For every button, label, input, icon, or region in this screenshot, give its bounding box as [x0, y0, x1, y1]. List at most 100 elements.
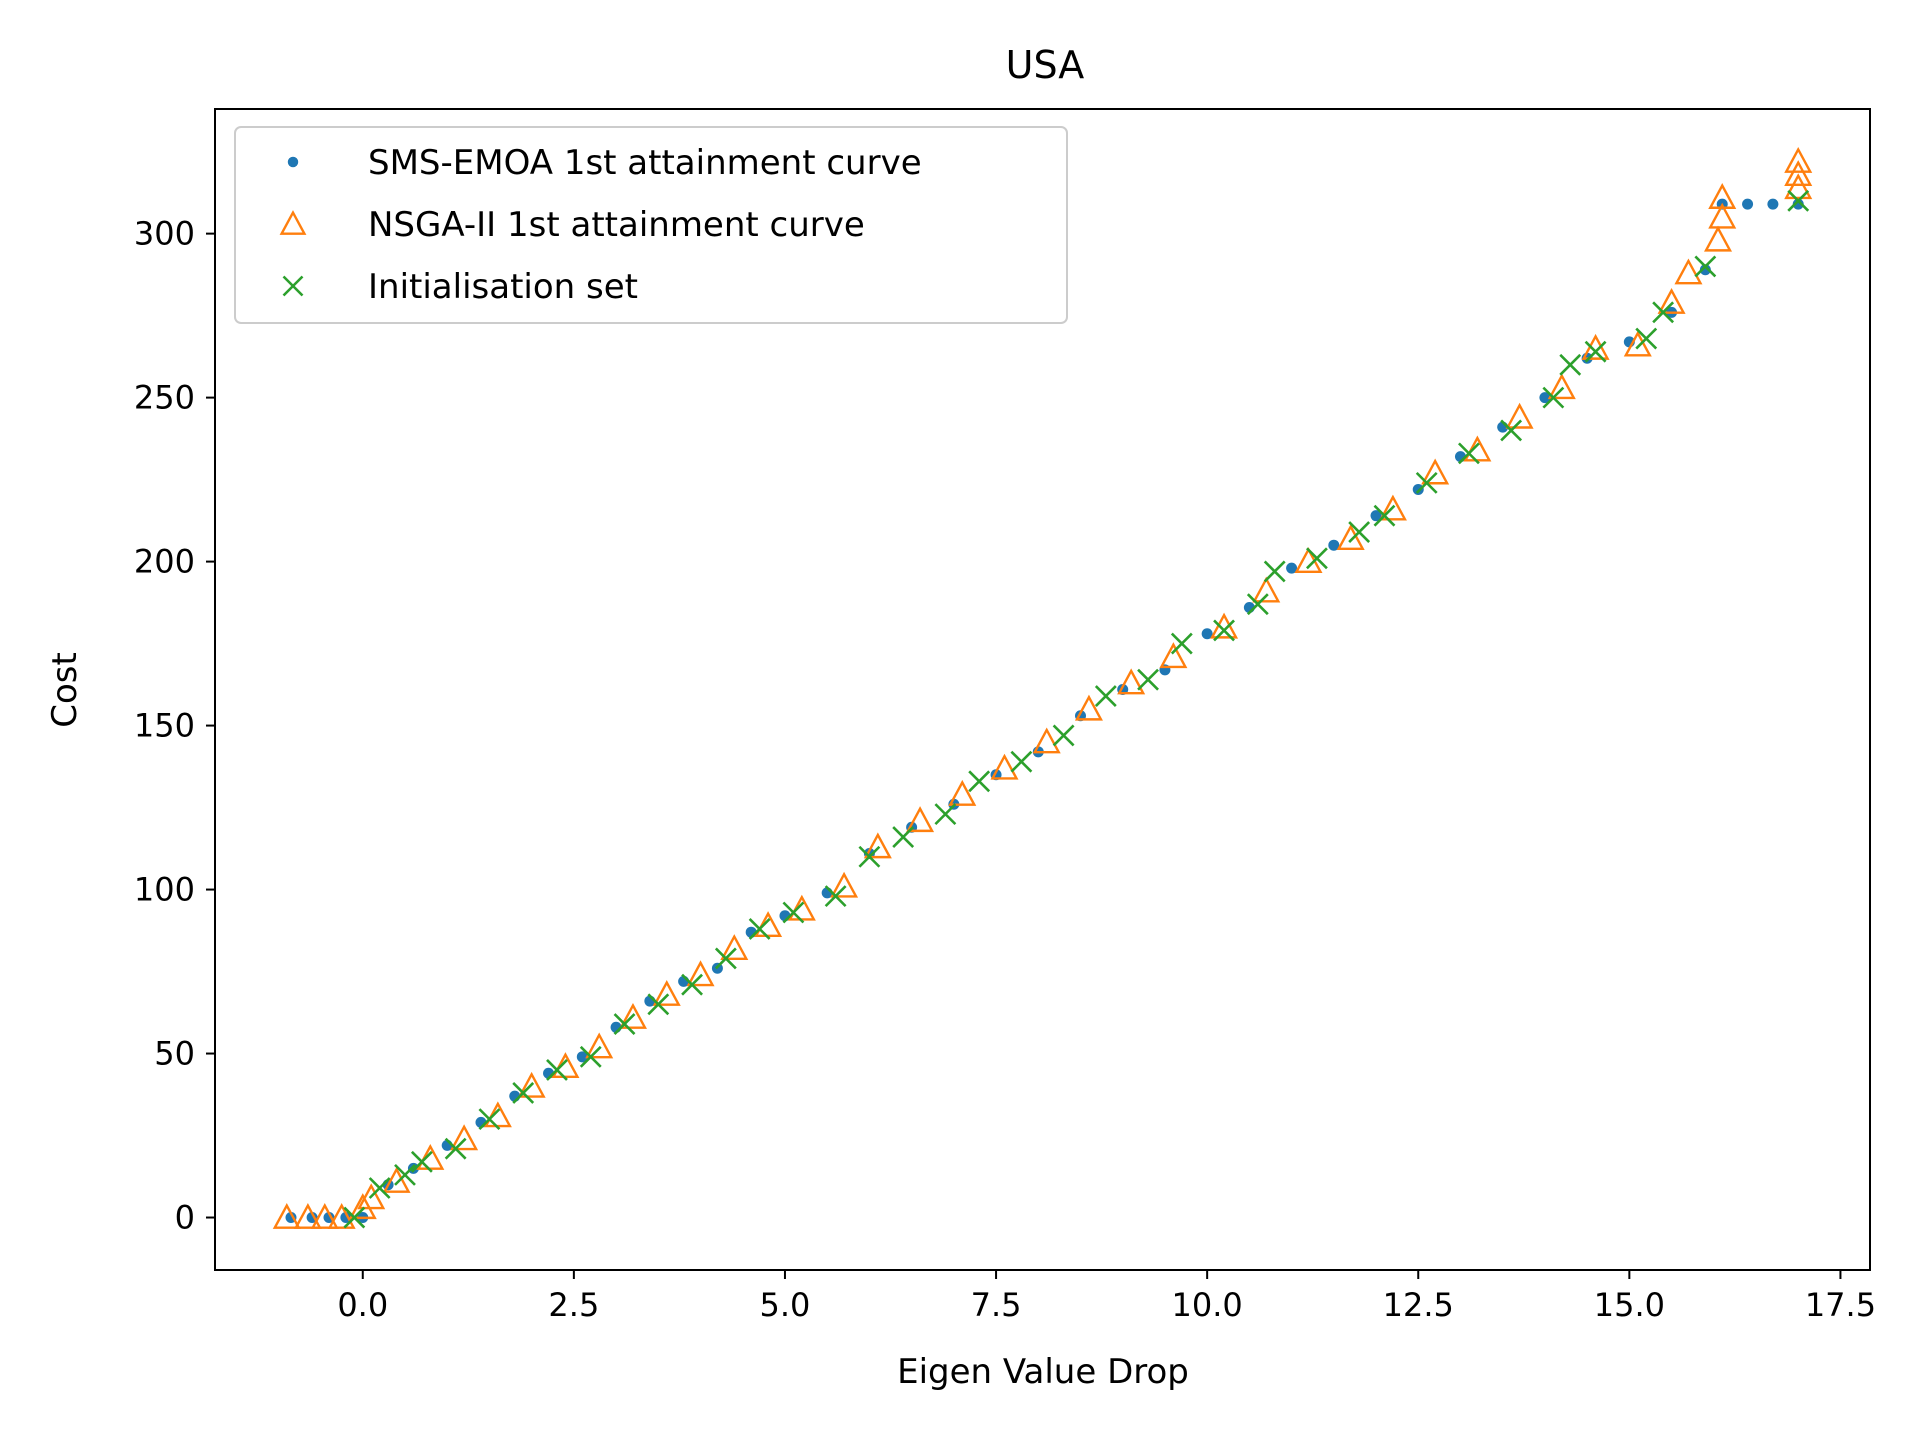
data-point-series-2	[1505, 402, 1534, 429]
data-point-series-2	[327, 1203, 356, 1229]
data-point-series-2	[272, 1203, 301, 1229]
data-point-series-3	[1635, 327, 1658, 350]
data-point-series-2	[1421, 458, 1450, 485]
data-point-series-2	[585, 1032, 614, 1059]
data-point-series-3	[1584, 340, 1607, 363]
legend-marker-2	[279, 210, 307, 235]
data-point-series-2	[348, 1193, 377, 1220]
data-point-series-3	[444, 1137, 467, 1160]
data-point-series-1	[1412, 483, 1424, 495]
data-point-series-1	[1742, 198, 1754, 210]
data-point-series-3	[824, 885, 847, 908]
data-point-series-2	[382, 1166, 411, 1193]
data-point-series-1	[576, 1051, 588, 1063]
data-point-series-3	[1094, 685, 1117, 707]
x-tick-label: 10.0	[1172, 1286, 1243, 1324]
data-point-series-3	[368, 1177, 391, 1199]
data-point-series-3	[1542, 386, 1565, 409]
data-point-series-2	[1252, 576, 1281, 603]
data-point-series-3	[1559, 353, 1582, 376]
y-tick-label: 0	[175, 1199, 195, 1237]
data-point-series-3	[714, 947, 737, 970]
data-point-series-3	[858, 845, 881, 868]
data-point-series-3	[1457, 442, 1480, 465]
data-point-series-1	[1539, 392, 1551, 404]
data-point-series-3	[512, 1081, 535, 1104]
data-point-series-1	[1767, 198, 1779, 210]
data-point-series-2	[1210, 612, 1239, 639]
data-point-series-2	[551, 1052, 580, 1079]
x-tick-label: 7.5	[971, 1286, 1022, 1324]
legend: SMS-EMOA 1st attainment curve NSGA-II 1st…	[234, 126, 1068, 324]
data-point-series-2	[1547, 373, 1576, 400]
data-point-series-3	[579, 1045, 602, 1068]
x-tick-label: 5.0	[760, 1286, 811, 1324]
data-point-series-3	[1652, 301, 1675, 324]
data-point-series-3	[1373, 504, 1396, 527]
x-tick-label: 2.5	[548, 1286, 599, 1324]
data-point-series-3	[1415, 471, 1438, 494]
data-point-series-3	[410, 1150, 433, 1173]
data-point-series-3	[394, 1163, 416, 1186]
data-point-series-2	[1657, 287, 1686, 314]
legend-label-3: Initialisation set	[368, 267, 638, 307]
x-tick-label: 15.0	[1594, 1286, 1665, 1324]
data-point-series-3	[1170, 632, 1193, 655]
data-point-series-2	[310, 1203, 339, 1229]
plot-area-frame	[214, 108, 1871, 1271]
y-tick-label: 300	[134, 215, 195, 253]
data-point-series-2	[686, 960, 715, 987]
legend-box	[234, 126, 1068, 324]
data-point-series-2	[1159, 642, 1188, 669]
data-point-series-3	[1694, 255, 1717, 278]
y-tick-label: 150	[134, 707, 195, 745]
x-tick-label: 17.5	[1805, 1286, 1876, 1324]
data-point-series-2	[1708, 202, 1737, 229]
y-axis-label: Cost	[45, 652, 85, 728]
data-point-series-2	[293, 1203, 322, 1229]
data-point-series-3	[1137, 668, 1159, 691]
data-point-series-2	[787, 894, 816, 921]
y-tick-label: 250	[134, 379, 195, 417]
data-point-series-2	[1463, 435, 1492, 462]
data-point-series-3	[478, 1108, 501, 1131]
data-point-series-3	[1246, 593, 1269, 616]
data-point-series-3	[613, 1013, 636, 1035]
data-point-series-2	[618, 1002, 647, 1029]
data-point-series-2	[1708, 183, 1737, 209]
data-point-series-3	[1213, 619, 1235, 642]
data-point-series-2	[1674, 258, 1703, 285]
data-point-series-2	[450, 1124, 479, 1151]
y-tick-label: 50	[154, 1035, 195, 1073]
legend-marker-3	[282, 275, 304, 297]
legend-marker-1	[287, 156, 299, 168]
data-point-series-3	[1500, 419, 1523, 442]
data-point-series-2	[1336, 524, 1365, 551]
data-point-series-2	[1074, 694, 1103, 721]
data-point-series-2	[948, 779, 977, 806]
x-axis-label: Eigen Value Drop	[897, 1352, 1189, 1392]
data-point-series-1	[1286, 562, 1298, 574]
data-point-series-1	[407, 1162, 419, 1174]
data-point-series-3	[1052, 724, 1075, 747]
data-point-series-2	[1784, 146, 1813, 173]
data-point-series-3	[934, 803, 957, 826]
data-point-series-3	[546, 1059, 568, 1081]
data-point-series-3	[343, 1206, 366, 1229]
data-point-series-1	[1699, 264, 1711, 276]
data-point-series-3	[892, 826, 915, 849]
marker-layer	[272, 146, 1813, 1229]
data-point-series-3	[748, 917, 771, 940]
legend-label-1: SMS-EMOA 1st attainment curve	[368, 143, 922, 183]
data-point-series-3	[968, 770, 991, 793]
data-point-series-2	[1117, 668, 1146, 695]
data-point-series-2	[830, 871, 859, 898]
data-point-series-2	[1703, 225, 1733, 252]
chart-title: USA	[1006, 43, 1085, 87]
y-tick-label: 100	[134, 871, 195, 909]
data-point-series-2	[1623, 330, 1652, 357]
data-point-series-3	[1263, 560, 1286, 583]
data-point-series-3	[681, 973, 703, 996]
x-tick-label: 0.0	[337, 1286, 388, 1324]
data-point-series-3	[782, 901, 805, 924]
